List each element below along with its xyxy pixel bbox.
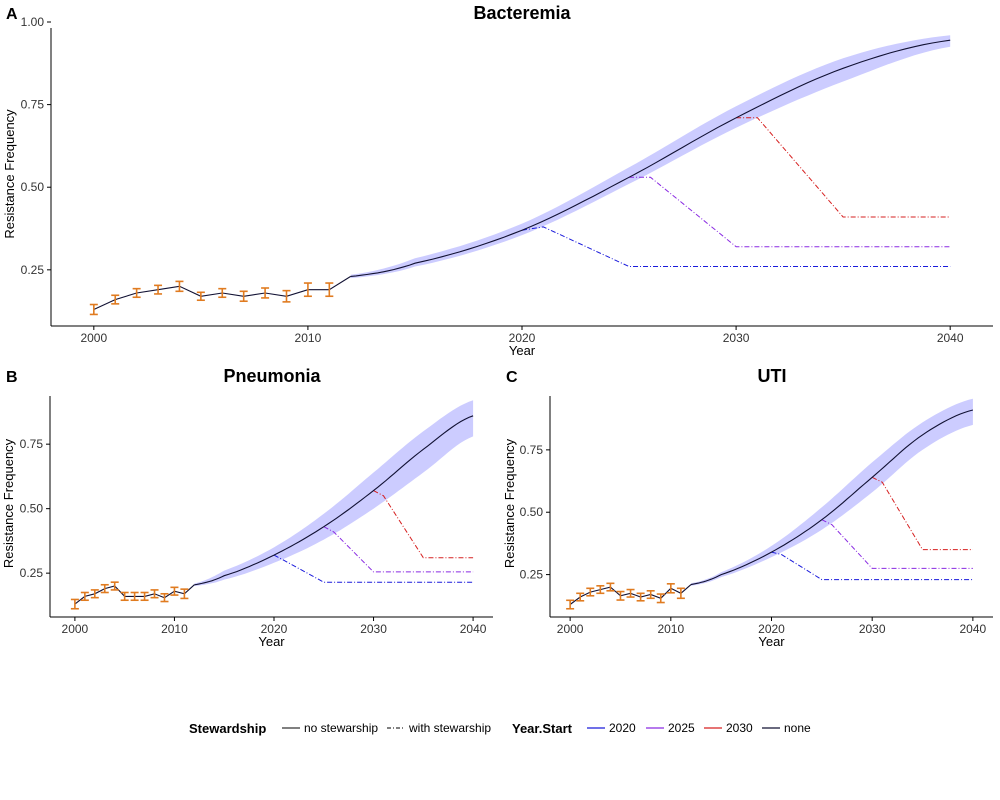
x-tick-label-2030-pneumonia: 2030	[360, 622, 387, 636]
projection-line-bacteremia	[350, 39, 951, 277]
x-tick-label-2010-pneumonia: 2010	[161, 622, 188, 636]
stewardship-line-2030-uti	[871, 476, 973, 551]
y-tick-label-0.25-uti: 0.25	[520, 568, 544, 582]
x-tick-label-2010-uti: 2010	[657, 622, 684, 636]
x-tick-label-2020-pneumonia: 2020	[261, 622, 288, 636]
x-axis-title-pneumonia: Year	[258, 634, 285, 649]
x-tick-label-2000-bacteremia: 2000	[80, 331, 107, 345]
y-tick-label-0.75-pneumonia: 0.75	[20, 437, 44, 451]
y-tick-label-0.25-bacteremia: 0.25	[21, 263, 45, 277]
x-tick-label-2010-bacteremia: 2010	[295, 331, 322, 345]
x-tick-label-2030-bacteremia: 2030	[723, 331, 750, 345]
x-tick-label-2020-uti: 2020	[758, 622, 785, 636]
panel-uti: C UTI 2000 2010 2020 2030 2040 0.25 0.50 0.75 Ye…	[502, 366, 993, 649]
legend-label-2030: 2030	[726, 721, 753, 735]
stewardship-line-2030-bacteremia	[736, 117, 951, 218]
stewardship-line-2025-pneumonia	[323, 526, 474, 573]
x-tick-label-2040-bacteremia: 2040	[937, 331, 964, 345]
projection-line-pneumonia	[194, 415, 474, 586]
legend-title-stewardship: Stewardship	[189, 721, 266, 736]
y-tick-label-0.75-uti: 0.75	[520, 443, 544, 457]
y-tick-label-1.00-bacteremia: 1.00	[21, 15, 45, 29]
legend-label-no-stewardship: no stewarship	[304, 721, 378, 735]
legend-label-2020: 2020	[609, 721, 636, 735]
x-axis-title-bacteremia: Year	[509, 343, 536, 358]
stewardship-line-2025-bacteremia	[629, 176, 951, 248]
confidence-band-pneumonia	[194, 400, 474, 586]
legend-label-none: none	[784, 721, 811, 735]
y-axis-title-pneumonia: Resistance Frequency	[1, 438, 16, 568]
stewardship-line-2020-bacteremia	[521, 226, 951, 267]
panel-pneumonia: B Pneumonia 2000 2010 2020 2030 2040 0.25 0.50…	[1, 366, 493, 649]
legend-label-with-stewardship: with stewarship	[408, 721, 491, 735]
y-axis-title-uti: Resistance Frequency	[502, 438, 517, 568]
legend-label-2025: 2025	[668, 721, 695, 735]
x-tick-label-2030-uti: 2030	[859, 622, 886, 636]
y-tick-label-0.50-bacteremia: 0.50	[21, 180, 45, 194]
x-axis-title-uti: Year	[758, 634, 785, 649]
confidence-band-bacteremia	[350, 35, 951, 279]
stewardship-line-2030-pneumonia	[373, 490, 474, 559]
panel-letter-b: B	[6, 369, 18, 386]
legend: Stewardship no stewarship with stewarshi…	[189, 721, 811, 736]
x-tick-label-2000-pneumonia: 2000	[62, 622, 89, 636]
x-tick-label-2040-pneumonia: 2040	[460, 622, 487, 636]
stewardship-line-2025-uti	[821, 519, 973, 569]
panel-title-uti: UTI	[758, 366, 787, 386]
panel-letter-c: C	[506, 369, 518, 386]
stewardship-line-2020-uti	[771, 551, 973, 581]
panel-bacteremia: A Bacteremia 2000 2010 2020 2030 2040 0.25 0.5…	[2, 3, 993, 358]
stewardship-line-2020-pneumonia	[273, 554, 474, 583]
panel-title-bacteremia: Bacteremia	[473, 3, 571, 23]
y-tick-label-0.25-pneumonia: 0.25	[20, 566, 44, 580]
panel-letter-a: A	[6, 6, 18, 23]
x-tick-label-2020-bacteremia: 2020	[509, 331, 536, 345]
y-axis-title-bacteremia: Resistance Frequency	[2, 109, 17, 239]
panel-title-pneumonia: Pneumonia	[223, 366, 321, 386]
y-tick-label-0.75-bacteremia: 0.75	[21, 98, 45, 112]
projection-line-uti	[690, 409, 974, 586]
y-tick-label-0.50-pneumonia: 0.50	[20, 502, 44, 516]
y-tick-label-0.50-uti: 0.50	[520, 505, 544, 519]
confidence-band-uti	[691, 398, 973, 586]
legend-title-year-start: Year.Start	[512, 721, 573, 736]
x-tick-label-2040-uti: 2040	[960, 622, 987, 636]
x-tick-label-2000-uti: 2000	[557, 622, 584, 636]
